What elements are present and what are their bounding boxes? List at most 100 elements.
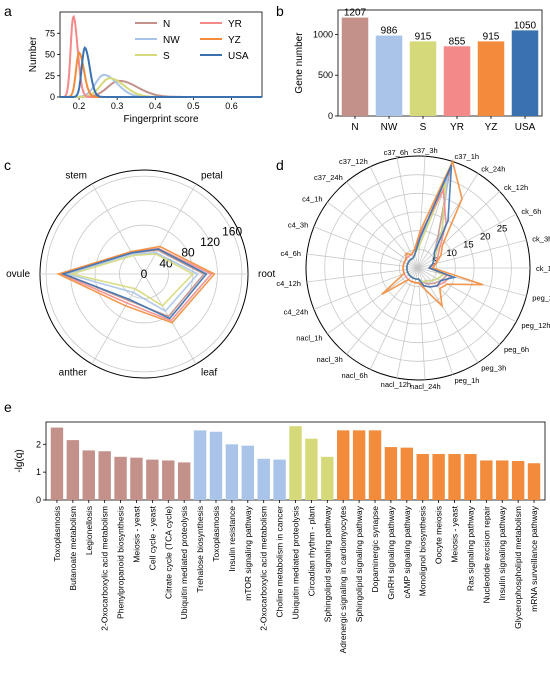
grid-spoke bbox=[417, 267, 426, 380]
x-tick-label: 0.4 bbox=[149, 101, 162, 111]
axis-label-leaf: leaf bbox=[201, 368, 217, 379]
bar-N bbox=[341, 17, 369, 116]
legend-label-NW: NW bbox=[163, 35, 180, 46]
series-polygon-USA bbox=[60, 248, 208, 320]
grid-spoke bbox=[313, 226, 419, 269]
grid-spoke bbox=[417, 156, 426, 269]
legend-label-N: N bbox=[163, 19, 170, 30]
axis-label-nacl_24h: nacl_24h bbox=[410, 382, 440, 391]
axis-label-stem: stem bbox=[65, 170, 87, 181]
series-polygon-USA bbox=[406, 164, 457, 288]
bar-value-label: 986 bbox=[381, 26, 398, 37]
x-tick-label: Ras signaling pathway bbox=[465, 505, 475, 591]
x-tick-label: Citrate cycle (TCA cycle) bbox=[163, 506, 173, 599]
bar bbox=[480, 460, 493, 500]
panel-label-e: e bbox=[4, 399, 12, 415]
bar bbox=[241, 445, 254, 500]
x-axis-label: Fingerprint score bbox=[123, 114, 198, 125]
bar bbox=[98, 451, 111, 500]
grid-spoke bbox=[306, 267, 419, 283]
r-tick-label: 80 bbox=[181, 246, 195, 260]
x-tick-label: Legionellosis bbox=[84, 506, 94, 555]
panel-d-chart: ck_1hck_3hck_6hck_12hck_24hc37_1hc37_3hc… bbox=[276, 146, 550, 391]
r-tick-label: 0 bbox=[141, 267, 148, 281]
y-axis-label: Gene number bbox=[294, 32, 305, 94]
x-tick-label: Adrenergic signaling in cardiomyocytes bbox=[338, 506, 348, 653]
x-tick-label: NW bbox=[381, 122, 398, 133]
panel-e-chart: 0 1 2 -lg(q) Toxoplasmosis Butanoate metaboli… bbox=[14, 421, 546, 653]
bar-value-label: 1050 bbox=[514, 20, 537, 31]
x-tick-label: 0.5 bbox=[187, 101, 200, 111]
bar bbox=[368, 430, 382, 500]
axis-label-ck_3h: ck_3h bbox=[532, 235, 550, 244]
y-tick-label: 50 bbox=[45, 50, 55, 60]
series-polygon-NW bbox=[64, 251, 200, 313]
bar-S bbox=[409, 41, 437, 117]
y-tick-label: 2 bbox=[36, 439, 41, 449]
x-tick-label: YZ bbox=[485, 122, 498, 133]
x-tick-label: 2-Oxocarboxylic acid metabolism bbox=[100, 506, 110, 631]
series-polygon-YZ bbox=[56, 245, 216, 324]
series-polygon-YZ bbox=[381, 159, 484, 308]
bar bbox=[177, 462, 191, 500]
bar bbox=[225, 444, 239, 500]
bar-value-label: 855 bbox=[449, 36, 466, 47]
x-tick-label: mTOR signaling pathway bbox=[243, 505, 253, 601]
r-tick-label: 120 bbox=[200, 235, 220, 249]
bar bbox=[289, 426, 302, 500]
r-tick-label: 15 bbox=[463, 240, 474, 251]
y-tick-label: 1000 bbox=[313, 29, 333, 39]
panel-b-chart: 0 500 1000 Gene number 1207 N 986 NW 915 S 855 YR 91… bbox=[294, 8, 543, 133]
panel-label-c: c bbox=[4, 157, 11, 173]
x-tick-label: Glycerophospholipid metabolism bbox=[513, 506, 523, 629]
axis-label-petal: petal bbox=[201, 170, 223, 181]
bar bbox=[162, 460, 175, 500]
y-tick-label: 1 bbox=[36, 467, 41, 477]
x-tick-label: N bbox=[351, 122, 358, 133]
x-tick-label: Oocyte meiosis bbox=[434, 506, 444, 564]
axis-label-c4_3h: c4_3h bbox=[288, 221, 308, 230]
grid-spoke bbox=[417, 191, 500, 269]
bar bbox=[193, 430, 207, 500]
r-tick-label: 5 bbox=[432, 256, 437, 267]
x-tick-label: Insulin signaling pathway bbox=[497, 505, 507, 600]
r-tick-label: 25 bbox=[497, 223, 508, 234]
grid-spoke bbox=[417, 267, 479, 363]
axis-label-c4_1h: c4_1h bbox=[302, 195, 322, 204]
axis-label-root: root bbox=[258, 269, 275, 280]
axis-label-nacl_12h: nacl_12h bbox=[381, 380, 411, 389]
grid-spoke bbox=[327, 201, 419, 269]
bar bbox=[416, 454, 429, 500]
x-tick-label: cAMP signaling pathway bbox=[402, 505, 412, 598]
r-tick-label: 10 bbox=[446, 248, 457, 259]
panel-label-a: a bbox=[4, 3, 12, 19]
bar-NW bbox=[375, 35, 403, 117]
series-polygon-S bbox=[68, 253, 195, 307]
x-tick-label: Ubiquitin mediated proteolysis bbox=[291, 506, 301, 619]
axis-label-c37_24h: c37_24h bbox=[314, 173, 343, 182]
panel-label-b: b bbox=[276, 3, 284, 19]
axis-label-peg_24h: peg_24h bbox=[532, 293, 550, 302]
x-tick-label: Phenylpropanoid biosynthesis bbox=[116, 506, 126, 619]
bar bbox=[66, 440, 80, 500]
bar bbox=[400, 447, 414, 500]
bar bbox=[464, 454, 477, 500]
axis-label-ck_1h: ck_1h bbox=[536, 264, 550, 273]
bar bbox=[321, 456, 334, 500]
x-tick-label: USA bbox=[515, 122, 536, 133]
bar bbox=[82, 450, 95, 500]
axis-label-ovule: ovule bbox=[6, 269, 30, 280]
bar-value-label: 1207 bbox=[344, 8, 367, 19]
panel-a-chart: 0.2 0.3 0.4 0.5 0.6 0 25 50 75 Fingerprint score N… bbox=[28, 11, 263, 125]
grid-spoke bbox=[369, 166, 419, 269]
grid-spoke bbox=[327, 267, 419, 335]
bar bbox=[146, 459, 159, 500]
bar bbox=[337, 430, 350, 500]
bar bbox=[257, 458, 270, 500]
axis-label-ck_6h: ck_6h bbox=[521, 207, 541, 216]
x-tick-label: Sphingolipid signaling pathway bbox=[322, 505, 332, 622]
bar bbox=[384, 447, 398, 500]
grid-spoke bbox=[143, 183, 197, 275]
axis-label-peg_6h: peg_6h bbox=[504, 345, 529, 354]
